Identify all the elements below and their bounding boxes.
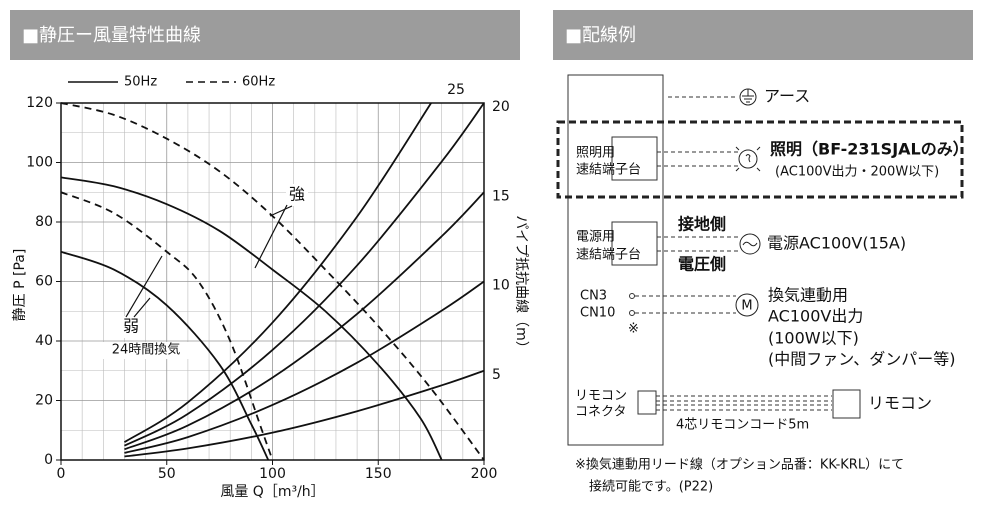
callout [269,205,293,217]
curve-label: 25 [447,82,465,98]
series-line [124,280,485,454]
label: 接地側 [678,215,726,234]
series-line [124,191,485,451]
series-line [123,102,432,443]
terminal-pin [629,310,635,316]
label: 電圧側 [678,255,726,274]
y-tick-label: 60 [35,274,53,290]
label: ※ [628,322,639,337]
ac-symbol [739,233,761,255]
label: 速結端子台 [576,248,641,263]
curve-label: 20 [492,99,510,115]
x-tick-label: 100 [259,466,286,482]
callout [133,297,151,318]
y-tick-label: 80 [35,214,53,230]
label: CN10 [580,306,615,321]
label: コネクタ [575,405,626,420]
label: 照明（BF-231SJALのみ） [770,140,969,159]
series-line [60,191,274,461]
terminal-pin [629,293,635,299]
wire [657,151,738,167]
label: M [741,299,752,314]
label: 4芯リモコンコード5m [676,418,809,433]
y-axis-label: 静圧 P [Pa] [12,249,28,322]
lamp-symbol [735,146,761,172]
y-tick-label: 100 [26,155,53,171]
cord [656,395,832,411]
label: 換気連動用 [768,286,848,305]
header-bar [553,10,973,60]
label: AC100V出力 [768,307,863,326]
x-tick-label: 0 [57,466,66,482]
y-tick-label: 0 [44,452,53,468]
y2-axis-label: パイプ抵抗曲線（m） [513,215,529,355]
legend-label: 50Hz [124,75,157,90]
header-bar [10,10,520,60]
x-axis-label: 風量 Q［m³/h］ [220,484,324,500]
label: 速結端子台 [576,163,641,178]
footnote: ※換気連動用リード線（オプション品番：KK-KRL）にて [575,457,904,473]
remote-box [832,389,861,419]
label: 電源AC100V(15A) [767,234,906,253]
connector [637,390,657,415]
label: リモコン [575,389,627,404]
label: アース [764,87,810,106]
y-tick-label: 20 [35,393,53,409]
y-tick-label: 40 [35,333,53,349]
label: リモコン [868,394,932,413]
label: (100W以下) [768,329,859,348]
chart-header: ■静圧ー風量特性曲線 [22,25,201,46]
series-line [124,102,485,447]
series-line [60,176,443,461]
terminal [611,136,658,181]
x-tick-label: 150 [365,466,392,482]
annotation-bg [286,184,308,206]
callout [125,255,163,318]
curve-label: 15 [492,188,510,204]
wire [657,236,740,252]
label: 照明用 [576,146,615,161]
label: CN3 [580,289,607,304]
curve-label: 10 [492,278,510,294]
label: 電源用 [576,230,615,245]
legend-label: 60Hz [242,75,275,90]
motor-symbol [735,293,759,317]
callout [254,204,288,269]
curve-label: 5 [492,367,501,383]
wiring-header: ■配線例 [565,25,636,46]
label: (AC100V出力・200W以下) [775,165,939,180]
label: (中間ファン、ダンパー等) [768,350,956,369]
y-tick-label: 120 [26,95,53,111]
x-tick-label: 50 [158,466,176,482]
wire [635,295,736,314]
annotation: 強 [289,185,305,204]
annotation-bg [120,316,142,338]
x-tick-label: 200 [471,466,498,482]
option-box [556,120,964,199]
wiring-diagram: アース 照明用 速結端子台 照明（BF-231SJALのみ） (AC100V出力… [556,74,969,495]
terminal [611,221,658,266]
annotation: 弱 [123,317,139,336]
earth-symbol [739,88,757,106]
footnote: 接続可能です。(P22) [589,479,713,495]
chart: 0 50 100 150 200 0 20 40 60 80 100 120 風量 Q［m³/h］ 静圧 … [12,75,529,501]
annotation-bg [102,342,190,359]
annotation: 24時間換気 [112,342,181,358]
unit-box [567,74,664,446]
series-line [60,102,485,461]
series-line [124,369,485,458]
series-line [60,250,270,461]
